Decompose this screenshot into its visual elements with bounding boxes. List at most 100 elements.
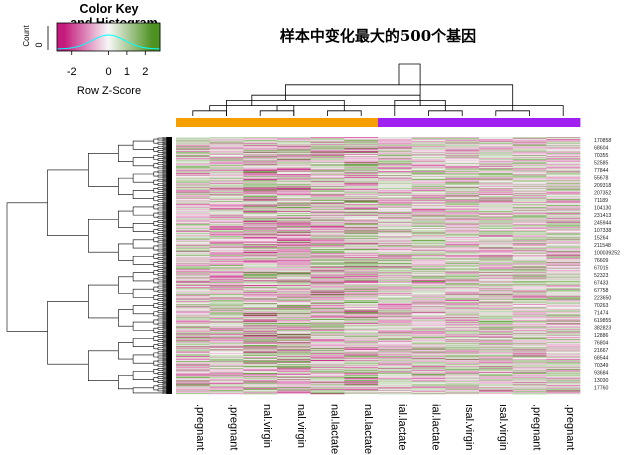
heatmap-cell — [546, 228, 581, 230]
heatmap-cell — [512, 193, 547, 195]
heatmap-cell — [546, 151, 581, 153]
heatmap-cell — [209, 181, 244, 182]
heatmap-cell — [445, 183, 480, 185]
heatmap-cell — [445, 231, 480, 233]
heatmap-cell — [310, 260, 345, 262]
heatmap-cell — [378, 218, 412, 220]
heatmap-cell — [479, 212, 513, 214]
heatmap-cell — [243, 335, 278, 337]
heatmap-cell — [512, 198, 547, 200]
heatmap-cell — [378, 195, 412, 197]
heatmap-cell — [310, 338, 345, 340]
heatmap-cell — [176, 159, 210, 160]
heatmap-cell — [546, 224, 581, 226]
color-key-swatch — [149, 23, 152, 51]
heatmap-cell — [209, 161, 244, 162]
heatmap-cell — [209, 143, 244, 144]
heatmap-cell — [445, 159, 480, 160]
heatmap-cell — [546, 336, 581, 338]
heatmap-cell — [209, 272, 244, 274]
heatmap-cell — [445, 239, 480, 241]
heatmap-cell — [344, 277, 379, 279]
heatmap-cell — [479, 213, 513, 215]
heatmap-cell — [344, 142, 379, 143]
heatmap-cell — [512, 211, 547, 213]
heatmap-cell — [176, 232, 210, 234]
heatmap-cell — [344, 181, 379, 183]
heatmap-cell — [277, 174, 311, 176]
heatmap-cell — [243, 328, 278, 330]
heatmap-cell — [243, 192, 278, 194]
heatmap-cell — [546, 150, 581, 152]
heatmap-cell — [378, 263, 412, 265]
heatmap-cell — [344, 323, 379, 324]
heatmap-cell — [277, 342, 311, 343]
column-dendrogram-branch — [428, 110, 463, 116]
heatmap-cell — [411, 153, 446, 155]
heatmap-cell — [445, 185, 480, 187]
heatmap-cell — [512, 318, 547, 320]
heatmap-cell — [378, 276, 412, 278]
heatmap-cell — [512, 162, 547, 164]
heatmap-cell — [512, 202, 547, 204]
heatmap-cell — [310, 325, 345, 326]
heatmap-cell — [411, 223, 446, 225]
heatmap-cell — [378, 259, 412, 261]
heatmap-cell — [512, 290, 547, 291]
heatmap-cell — [479, 236, 513, 238]
heatmap-cell — [546, 238, 581, 240]
heatmap-cell — [209, 279, 244, 281]
heatmap-cell — [344, 184, 379, 186]
heatmap-cell — [546, 163, 581, 164]
heatmap-cell — [176, 198, 210, 200]
heatmap-cell — [176, 344, 210, 345]
heatmap-cell — [176, 324, 210, 326]
heatmap-cell — [411, 247, 446, 249]
heatmap-cell — [209, 150, 244, 152]
heatmap-cell — [546, 328, 581, 329]
heatmap-cell — [512, 163, 547, 164]
heatmap-cell — [243, 227, 278, 229]
heatmap-cell — [209, 251, 244, 252]
heatmap-cell — [378, 248, 412, 249]
heatmap-cell — [176, 218, 210, 219]
heatmap-cell — [176, 148, 210, 150]
heatmap-cell — [445, 301, 480, 303]
heatmap-cell — [479, 145, 513, 147]
heatmap-cell — [445, 329, 480, 330]
heatmap-cell — [243, 213, 278, 214]
heatmap-cell — [512, 316, 547, 318]
heatmap-cell — [310, 242, 345, 244]
heatmap-cell — [243, 231, 278, 232]
heatmap-cell — [243, 164, 278, 166]
heatmap-cell — [277, 217, 311, 219]
heatmap-cell — [378, 199, 412, 200]
heatmap-cell — [378, 171, 412, 173]
heatmap-cell — [512, 317, 547, 319]
heatmap-cell — [512, 150, 547, 152]
heatmap-cell — [445, 245, 480, 247]
heatmap-cell — [209, 343, 244, 344]
heatmap-cell — [479, 174, 513, 176]
heatmap-cell — [546, 292, 581, 293]
heatmap-cell — [344, 290, 379, 291]
heatmap-cell — [411, 343, 446, 345]
heatmap-cell — [277, 332, 311, 334]
color-key-bar — [57, 23, 161, 51]
heatmap-cell — [277, 203, 311, 205]
heatmap-cell — [344, 150, 379, 152]
heatmap-cell — [344, 183, 379, 185]
heatmap-cell — [344, 330, 379, 332]
heatmap-cell — [479, 270, 513, 271]
heatmap-cell — [243, 139, 278, 140]
heatmap-cell — [411, 288, 446, 289]
heatmap-cell — [176, 141, 210, 143]
heatmap-cell — [344, 340, 379, 341]
heatmap-cell — [546, 305, 581, 307]
heatmap-cell — [411, 148, 446, 150]
heatmap-cell — [176, 275, 210, 277]
heatmap-cell — [243, 221, 278, 223]
heatmap-cell — [411, 176, 446, 178]
heatmap-cell — [479, 276, 513, 278]
